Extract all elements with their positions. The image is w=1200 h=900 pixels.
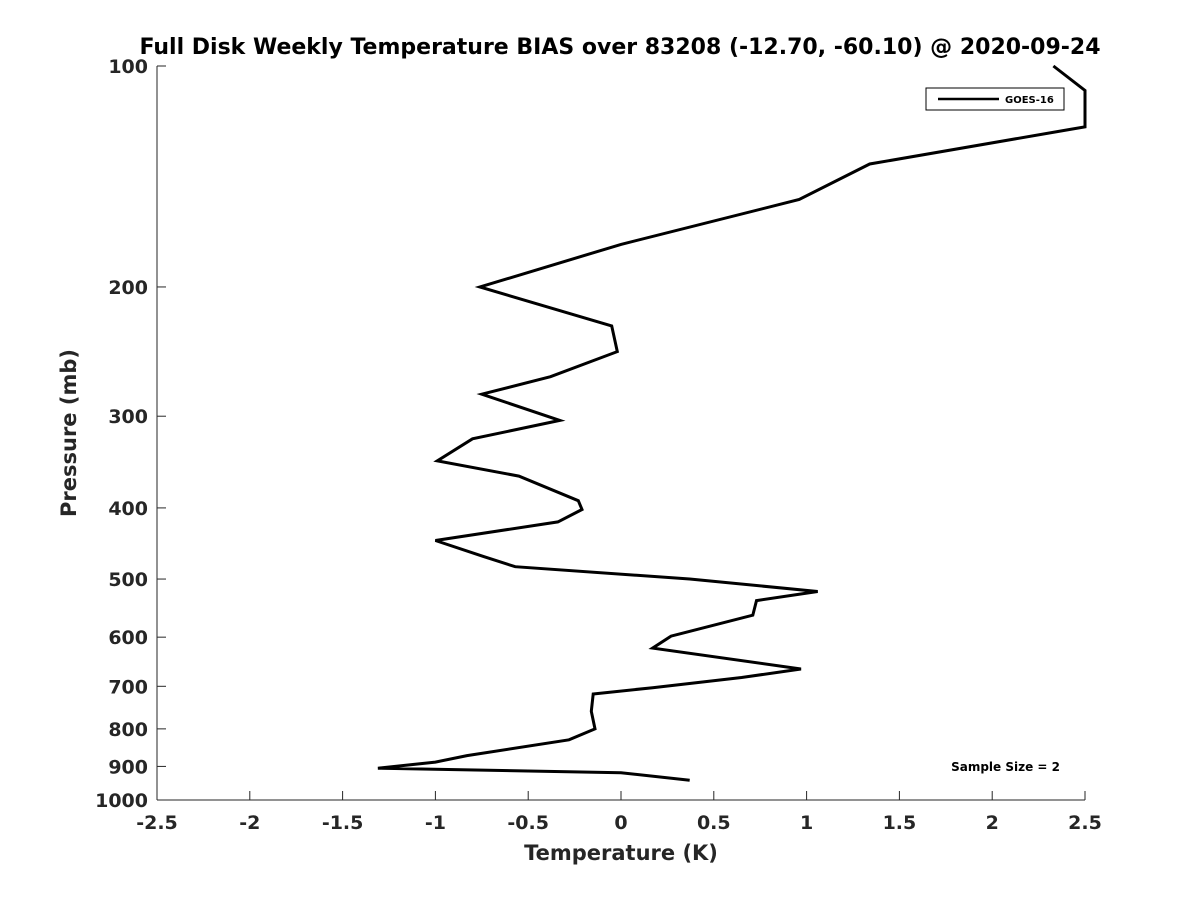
- x-tick-label: 1.5: [883, 812, 917, 834]
- y-tick-label: 100: [108, 56, 148, 78]
- x-tick-label: -1.5: [322, 812, 364, 834]
- y-tick-label: 300: [108, 406, 148, 428]
- y-tick-label: 500: [108, 569, 148, 591]
- y-tick-label: 900: [108, 756, 148, 778]
- x-axis-label: Temperature (K): [524, 841, 718, 865]
- x-tick-label: 0: [614, 812, 627, 834]
- y-tick-label: 800: [108, 719, 148, 741]
- y-tick-label: 200: [108, 277, 148, 299]
- y-axis-label: Pressure (mb): [57, 349, 81, 517]
- x-tick-label: 1: [800, 812, 813, 834]
- sample-size-annotation: Sample Size = 2: [951, 760, 1060, 774]
- y-tick-label: 600: [108, 627, 148, 649]
- x-tick-label: -2.5: [136, 812, 178, 834]
- x-tick-label: 0.5: [697, 812, 731, 834]
- legend-label: GOES-16: [1005, 95, 1054, 106]
- chart-title: Full Disk Weekly Temperature BIAS over 8…: [139, 35, 1100, 60]
- x-tick-label: -1: [425, 812, 446, 834]
- y-tick-label: 1000: [95, 790, 148, 812]
- x-tick-label: -0.5: [507, 812, 549, 834]
- y-tick-label: 700: [108, 676, 148, 698]
- legend: GOES-16: [925, 87, 1065, 111]
- plot-area: -2.5 -2 -1.5 -1 -0.5 0 0.5 1 1.5 2 2.5 100 200 300 400…: [95, 56, 1102, 834]
- y-tick-label: 400: [108, 498, 148, 520]
- series-line-goes-16: [377, 64, 1087, 782]
- x-tick-label: -2: [239, 812, 260, 834]
- x-tick-label: 2: [986, 812, 999, 834]
- x-tick-label: 2.5: [1068, 812, 1102, 834]
